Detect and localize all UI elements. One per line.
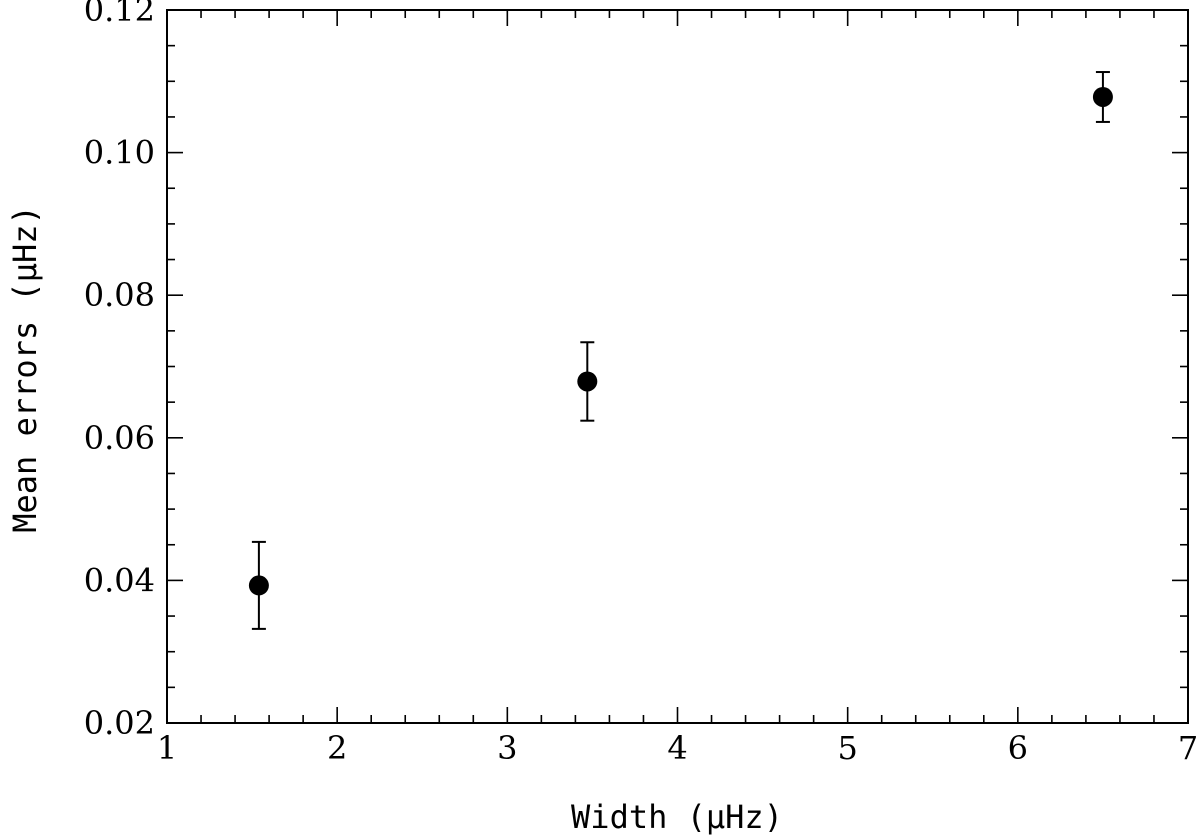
y-tick-label: 0.04 <box>84 561 155 599</box>
x-tick-label: 7 <box>1178 729 1198 767</box>
x-tick-label: 3 <box>497 729 517 767</box>
x-axis-label: Width (μHz) <box>571 798 783 836</box>
y-tick-label: 0.08 <box>84 276 155 314</box>
data-point <box>248 575 269 596</box>
data-points <box>248 71 1113 630</box>
y-tick-label: 0.12 <box>84 0 155 29</box>
data-point <box>1092 86 1113 107</box>
y-tick-label: 0.06 <box>84 419 155 457</box>
data-point <box>577 371 598 392</box>
tick-labels: 1 2 3 4 5 6 7 0.02 0.04 0.06 0.08 0.10 0.12 <box>84 0 1198 767</box>
x-tick-label: 4 <box>667 729 687 767</box>
plot-frame <box>166 9 1189 724</box>
x-tick-label: 2 <box>327 729 347 767</box>
y-axis-label: Mean errors (μHz) <box>6 205 44 533</box>
y-tick-label: 0.02 <box>84 704 155 742</box>
x-tick-label: 1 <box>157 729 177 767</box>
x-tick-label: 5 <box>837 729 857 767</box>
x-tick-label: 6 <box>1008 729 1028 767</box>
axis-ticks <box>166 9 1189 724</box>
y-tick-label: 0.10 <box>84 134 155 172</box>
